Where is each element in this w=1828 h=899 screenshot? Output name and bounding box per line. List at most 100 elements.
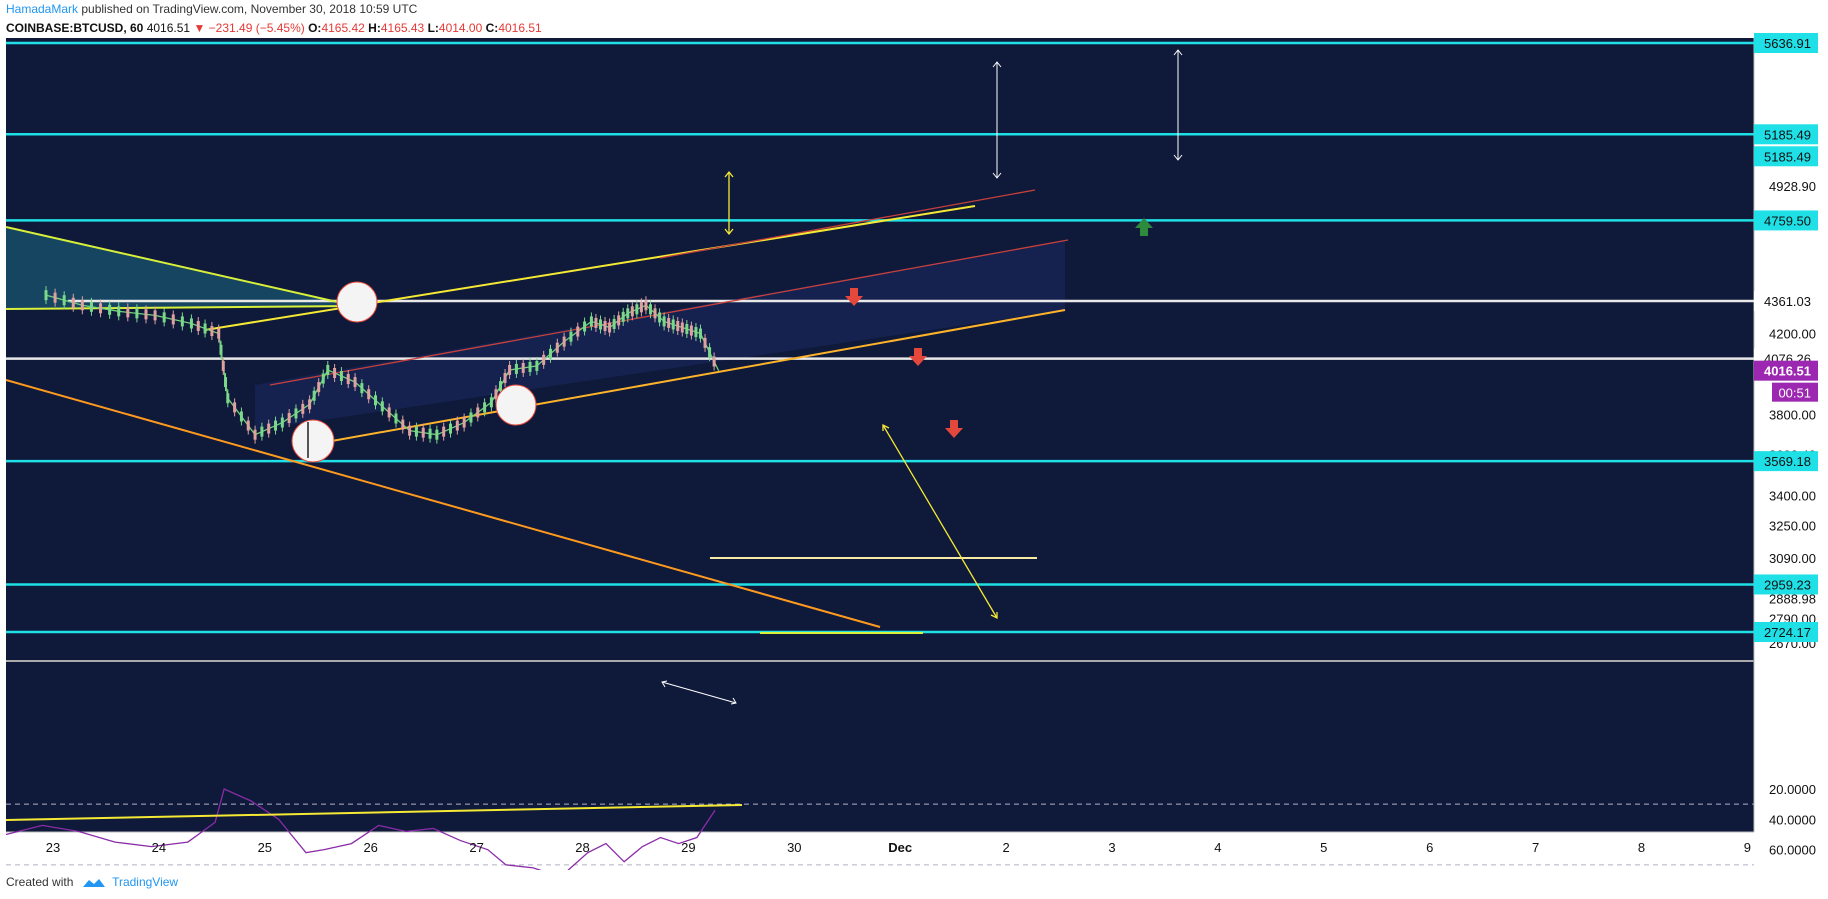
candle-body <box>483 402 487 413</box>
red-channel-upper[interactable] <box>659 189 1036 259</box>
high-value: 4165.43 <box>380 21 425 35</box>
rsi-series-line[interactable] <box>5 788 716 870</box>
candle-body <box>521 362 525 373</box>
candle-body <box>44 290 48 301</box>
candle-body <box>280 417 284 428</box>
tradingview-link[interactable]: TradingView <box>112 875 179 889</box>
candle-body <box>548 348 552 359</box>
candle-body <box>621 311 625 322</box>
measure-arrow-yellow[interactable] <box>724 170 734 236</box>
rsi-support-trendline[interactable] <box>5 804 743 821</box>
candle-body <box>301 403 305 414</box>
candle-body <box>503 373 507 384</box>
measure-arrow-white-2[interactable] <box>1173 49 1183 161</box>
time-tick-label: 30 <box>787 840 801 855</box>
level-5185-tag-2: 5185.49 <box>1764 149 1811 164</box>
candle-body <box>508 364 512 375</box>
price-tick-label: 3400.00 <box>1769 488 1816 503</box>
candle-body <box>233 402 237 413</box>
candle-body <box>333 367 337 378</box>
price-tick-label: 3090.00 <box>1769 551 1816 566</box>
symbol-label[interactable]: COINBASE:BTCUSD, 60 <box>6 21 144 35</box>
candle-body <box>535 360 539 371</box>
long-orange-trendline[interactable] <box>5 379 881 628</box>
time-tick-label: 25 <box>258 840 272 855</box>
candle-body <box>203 323 207 334</box>
candle-body <box>153 310 157 321</box>
change-down-icon: ▼ <box>193 21 206 35</box>
author-link[interactable]: HamadaMark <box>6 2 79 16</box>
level-4759-tag-bg <box>1754 210 1818 231</box>
candle-body <box>80 300 84 311</box>
level-3569-tag-bg <box>1754 451 1818 472</box>
low-value: 4014.00 <box>438 21 483 35</box>
red-channel-mid[interactable] <box>269 239 1069 386</box>
candle-body <box>239 411 243 422</box>
candle-body <box>135 308 139 319</box>
rsi-tick-label: 20.0000 <box>1769 782 1816 797</box>
candle-body <box>428 428 432 439</box>
channel-fill <box>255 240 1065 430</box>
rsi-panel[interactable] <box>6 662 1754 832</box>
last-price-label: 4016.51 <box>146 21 191 35</box>
open-key: O: <box>308 21 322 35</box>
candle-body <box>414 426 418 437</box>
publish-info: published on TradingView.com, November 3… <box>78 2 418 16</box>
level-2959-tag-bg <box>1754 574 1818 595</box>
candle-body <box>312 390 316 401</box>
top-level-tag: 5636.91 <box>1764 36 1811 51</box>
time-tick-label: 27 <box>469 840 483 855</box>
time-tick-label: 5 <box>1320 840 1327 855</box>
candle-body <box>514 363 518 374</box>
candle-body <box>594 317 598 328</box>
level-4361-tag-bg <box>1754 291 1818 312</box>
tradingview-logo-icon <box>82 878 105 887</box>
price-axis[interactable] <box>1754 38 1828 832</box>
pivot-circle-3[interactable] <box>495 384 537 426</box>
time-axis[interactable] <box>0 832 1828 864</box>
measure-arrow-white-1[interactable] <box>992 61 1002 179</box>
candle-body <box>219 344 223 355</box>
pivot-circle-1[interactable] <box>336 281 378 323</box>
channel-lower-orange[interactable] <box>314 309 1066 445</box>
candle-body <box>689 325 693 336</box>
candle-body <box>694 327 698 338</box>
candle-body <box>612 318 616 329</box>
channel-upper-yellow[interactable] <box>204 205 976 331</box>
candles <box>44 286 716 444</box>
candle-body <box>189 318 193 329</box>
candle-body <box>630 306 634 317</box>
candle-body <box>685 324 689 335</box>
candle-body <box>583 321 587 332</box>
candle-body <box>339 371 343 382</box>
candle-body <box>162 312 166 323</box>
candle-body <box>562 336 566 347</box>
candle-body <box>421 427 425 438</box>
candle-body <box>603 320 607 331</box>
candle-body <box>89 301 93 312</box>
level-3569-tag: 3569.18 <box>1764 454 1811 469</box>
candle-body <box>476 407 480 418</box>
arrow-down-red-icon-3 <box>945 420 963 438</box>
price-tick-label-hidden: 2888.98 <box>1769 592 1816 607</box>
candle-body <box>639 302 643 313</box>
candle-body <box>698 328 702 339</box>
candle-body <box>680 322 684 333</box>
candle-body <box>117 306 121 317</box>
time-tick-label: 6 <box>1426 840 1433 855</box>
time-tick-label: 26 <box>363 840 377 855</box>
pivot-circle-2[interactable] <box>291 419 335 463</box>
candle-body <box>489 397 493 408</box>
time-tick-label: 23 <box>46 840 60 855</box>
time-tick-label: 24 <box>152 840 166 855</box>
candle-body <box>144 309 148 320</box>
candle-body <box>224 377 228 388</box>
rsi-divergence-arrow[interactable] <box>661 680 737 705</box>
level-4759-tag: 4759.50 <box>1764 213 1811 228</box>
main-panel[interactable] <box>6 38 1754 660</box>
candle-body <box>676 320 680 331</box>
rsi-tick-label: 60.0000 <box>1769 843 1816 858</box>
triangle-upper-trendline[interactable] <box>5 226 356 307</box>
chart-canvas[interactable]: 4200.003800.003400.003250.003090.002790.… <box>0 0 1828 870</box>
target-arrow-yellow[interactable] <box>882 423 998 620</box>
